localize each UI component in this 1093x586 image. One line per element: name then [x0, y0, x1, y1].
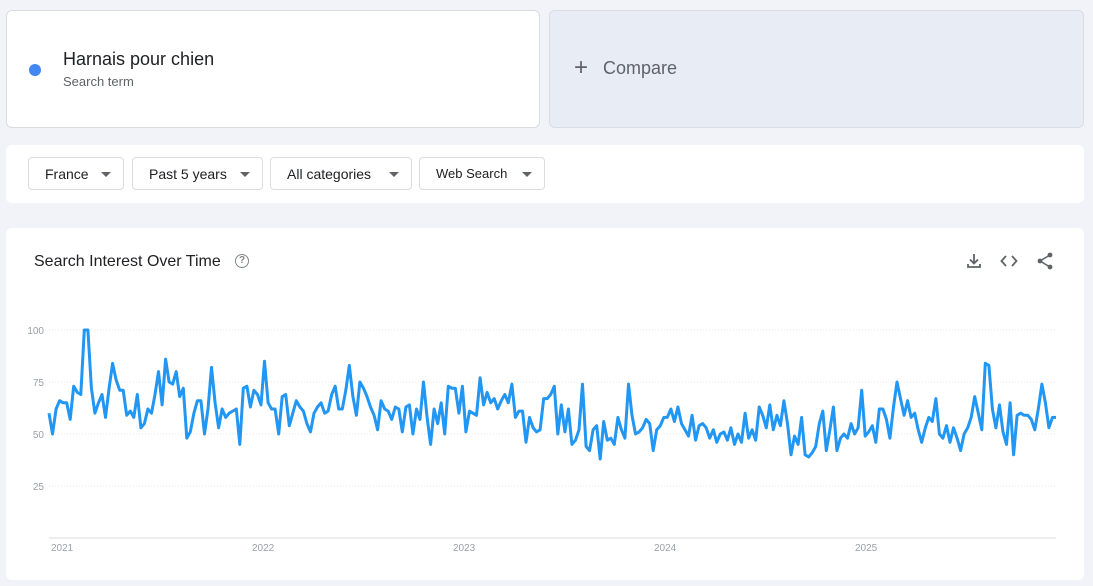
compare-button[interactable]: + Compare [549, 10, 1084, 128]
period-filter[interactable]: Past 5 years [132, 157, 263, 190]
search-term-subtitle: Search term [63, 74, 134, 89]
chart-title: Search Interest Over Time [34, 253, 221, 270]
x-tick-label: 2023 [453, 543, 476, 554]
embed-icon[interactable] [998, 250, 1020, 272]
search-term-name[interactable]: Harnais pour chien [63, 49, 215, 69]
filters-bar: France Past 5 years All categories Web S… [6, 145, 1084, 203]
category-filter[interactable]: All categories [270, 157, 412, 190]
y-tick-label: 50 [33, 430, 45, 441]
interest-over-time-panel: Search Interest Over Time ? 25 50 75 100 20… [6, 228, 1084, 580]
download-icon[interactable] [963, 250, 985, 272]
region-filter-label: France [45, 165, 89, 182]
dropdown-arrow-icon [522, 172, 532, 177]
period-filter-label: Past 5 years [149, 165, 227, 182]
search-term-card[interactable]: Harnais pour chien Search term [6, 10, 540, 128]
compare-label: Compare [603, 58, 678, 78]
term-color-dot [29, 64, 41, 76]
dropdown-arrow-icon [240, 172, 250, 177]
search-type-filter-label: Web Search [436, 166, 508, 181]
line-chart: 25 50 75 100 2021 2022 2023 2024 2025 [27, 326, 1056, 554]
y-tick-label: 75 [33, 378, 45, 389]
x-tick-label: 2024 [654, 543, 677, 554]
x-tick-label: 2021 [51, 543, 74, 554]
help-icon[interactable]: ? [235, 254, 249, 268]
y-tick-label: 25 [33, 482, 45, 493]
share-icon[interactable] [1034, 250, 1056, 272]
dropdown-arrow-icon [101, 172, 111, 177]
y-tick-label: 100 [27, 326, 44, 337]
category-filter-label: All categories [287, 165, 372, 182]
x-tick-label: 2025 [855, 543, 878, 554]
region-filter[interactable]: France [28, 157, 124, 190]
series-line[interactable] [47, 328, 1056, 461]
search-type-filter[interactable]: Web Search [419, 157, 545, 190]
dropdown-arrow-icon [389, 172, 399, 177]
x-tick-label: 2022 [252, 543, 275, 554]
plus-icon: + [574, 54, 589, 81]
